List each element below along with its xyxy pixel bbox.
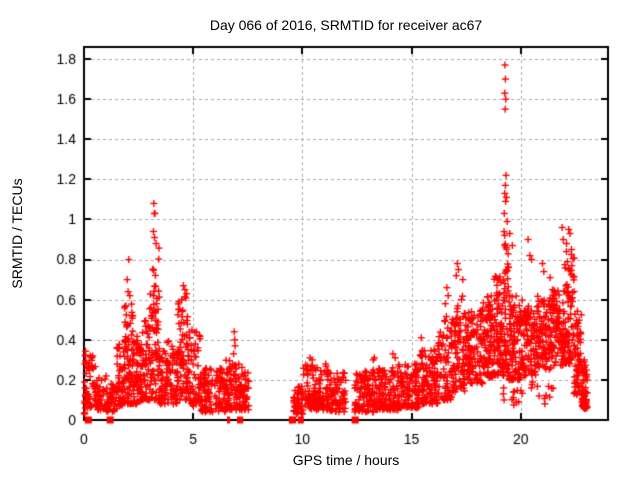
chart-title: Day 066 of 2016, SRMTID for receiver ac6…: [209, 17, 483, 33]
x-axis-label: GPS time / hours: [292, 452, 400, 468]
y-axis-label: SRMTID / TECUs: [9, 178, 25, 289]
